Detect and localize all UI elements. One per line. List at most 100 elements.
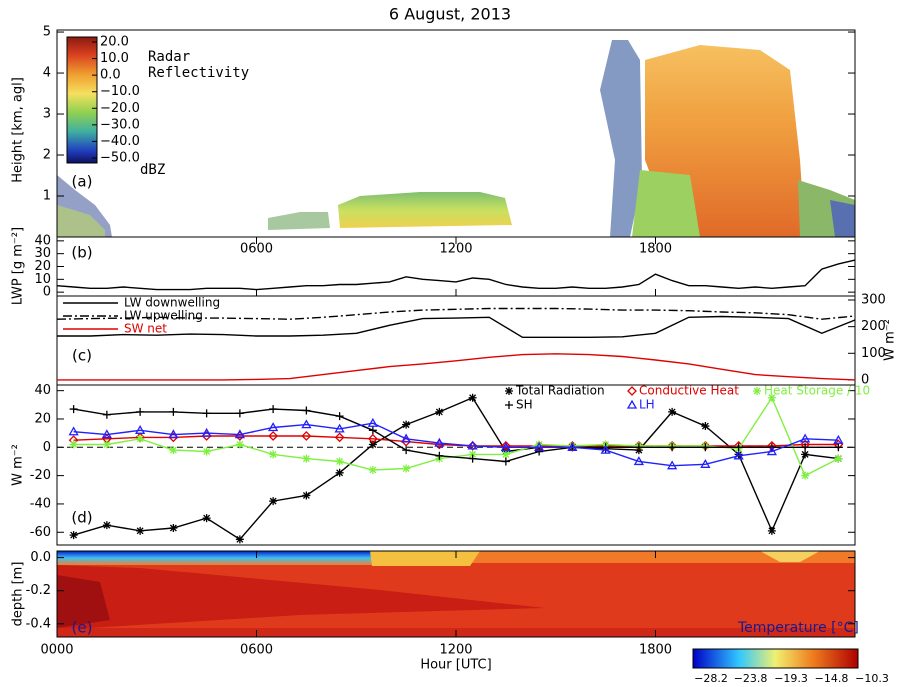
legend-label: Heat Storage / 10 bbox=[764, 384, 870, 398]
marker bbox=[235, 409, 244, 418]
y-tick-label: 20 bbox=[34, 411, 51, 426]
colorbar-tick-label: −10.0 bbox=[100, 84, 140, 99]
marker bbox=[102, 521, 111, 530]
colorbar-tick-label: −19.3 bbox=[774, 672, 808, 685]
marker bbox=[136, 434, 145, 443]
legend-marker bbox=[505, 387, 513, 395]
legend-marker bbox=[505, 401, 513, 409]
colorbar-tick-label: −20.0 bbox=[100, 101, 140, 116]
marker bbox=[834, 454, 843, 463]
marker bbox=[734, 443, 743, 452]
y-tick-label: 4 bbox=[43, 66, 51, 81]
marker bbox=[102, 410, 111, 419]
colorbar-tick-label: −28.2 bbox=[694, 672, 728, 685]
marker bbox=[734, 450, 743, 459]
marker bbox=[302, 406, 311, 415]
marker bbox=[402, 446, 411, 455]
y2-tick-label: 0 bbox=[861, 372, 869, 387]
marker bbox=[700, 458, 711, 468]
temperature-field bbox=[57, 551, 855, 637]
marker bbox=[833, 434, 844, 444]
y-tick-label: -0.2 bbox=[26, 583, 51, 598]
marker bbox=[169, 524, 178, 533]
marker bbox=[434, 437, 445, 447]
marker bbox=[733, 450, 744, 460]
colorbar-title: Reflectivity bbox=[148, 65, 249, 81]
y-tick-label: 1 bbox=[43, 189, 51, 204]
y-tick-label: 10 bbox=[34, 272, 51, 287]
marker bbox=[169, 446, 178, 455]
marker bbox=[268, 422, 279, 432]
y-tick-label: 40 bbox=[34, 383, 51, 398]
colorbar-tick-label: −50.0 bbox=[100, 151, 140, 166]
figure-title: 6 August, 2013 bbox=[389, 5, 511, 24]
marker bbox=[334, 423, 345, 433]
marker bbox=[668, 407, 677, 416]
data-line bbox=[56, 259, 856, 291]
panel-label: (c) bbox=[72, 347, 92, 365]
legend-marker bbox=[753, 387, 761, 395]
y-axis-label: W m⁻² bbox=[11, 444, 26, 486]
marker bbox=[136, 407, 145, 416]
x-tick-label: 1200 bbox=[439, 643, 472, 658]
marker bbox=[168, 429, 179, 439]
marker bbox=[69, 531, 78, 540]
marker bbox=[69, 440, 78, 449]
y-tick-label: 2 bbox=[43, 148, 51, 163]
marker bbox=[801, 471, 810, 480]
marker bbox=[701, 422, 710, 431]
y2-tick-label: 200 bbox=[861, 319, 886, 334]
x-tick-label: 1800 bbox=[639, 643, 672, 658]
marker bbox=[202, 409, 211, 418]
y2-axis-label: W m⁻² bbox=[883, 319, 898, 361]
data-line bbox=[57, 315, 856, 338]
marker bbox=[368, 465, 377, 474]
marker bbox=[600, 444, 611, 454]
marker bbox=[801, 443, 810, 452]
marker bbox=[633, 456, 644, 466]
y-tick-label: 5 bbox=[43, 25, 51, 40]
marker bbox=[501, 457, 510, 466]
marker bbox=[269, 450, 278, 459]
y-tick-label: 40 bbox=[34, 233, 51, 248]
panel-label: (b) bbox=[71, 244, 92, 262]
data-line bbox=[73, 422, 839, 467]
marker bbox=[468, 450, 477, 459]
marker bbox=[667, 460, 678, 470]
legend-label: SW net bbox=[124, 322, 167, 336]
panel-label: (d) bbox=[71, 509, 92, 527]
marker bbox=[800, 433, 811, 443]
marker bbox=[136, 526, 145, 535]
marker bbox=[334, 432, 345, 443]
x-tick-label: 1200 bbox=[439, 242, 472, 257]
colorbar-title: Temperature [°C] bbox=[737, 620, 859, 636]
y-axis-label: depth [m] bbox=[11, 562, 26, 627]
marker bbox=[634, 443, 643, 452]
data-line bbox=[57, 353, 856, 381]
y-tick-label: -40 bbox=[30, 496, 51, 511]
marker bbox=[202, 447, 211, 456]
y2-tick-label: 300 bbox=[861, 292, 886, 307]
colorbar-tick-label: −23.8 bbox=[734, 672, 768, 685]
marker bbox=[302, 454, 311, 463]
marker bbox=[69, 405, 78, 414]
y-tick-label: -20 bbox=[30, 468, 51, 483]
marker bbox=[367, 433, 378, 444]
y-axis-label: Height [km, agl] bbox=[11, 77, 26, 183]
marker bbox=[268, 431, 279, 441]
marker bbox=[235, 440, 244, 449]
marker bbox=[766, 446, 777, 456]
x-axis-label: Hour [UTC] bbox=[420, 658, 491, 673]
y-tick-label: 30 bbox=[34, 246, 51, 261]
legend-marker bbox=[627, 386, 637, 396]
marker bbox=[368, 440, 377, 449]
marker bbox=[302, 491, 311, 500]
marker bbox=[101, 429, 112, 439]
marker bbox=[534, 441, 545, 451]
marker bbox=[467, 440, 478, 450]
data-line bbox=[73, 396, 839, 541]
marker bbox=[801, 450, 810, 459]
y-tick-label: 20 bbox=[34, 259, 51, 274]
marker bbox=[501, 450, 510, 459]
marker bbox=[402, 464, 411, 473]
